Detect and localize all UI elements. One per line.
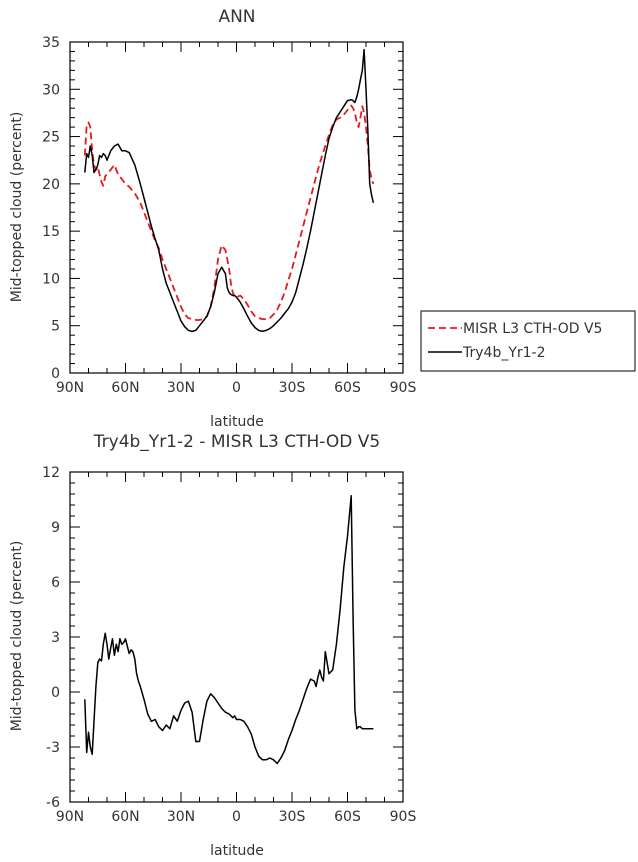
series-line-try4b-yr1-2-misr-l3-cth-od-v5	[84, 495, 374, 765]
chart-title: ANN	[218, 7, 255, 27]
y-tick-label: -6	[46, 795, 60, 811]
x-tick-label: 0	[232, 380, 241, 396]
x-axis-label: latitude	[210, 414, 264, 430]
legend-label-misr: MISR L3 CTH-OD V5	[463, 321, 602, 337]
x-axis-label: latitude	[210, 843, 264, 859]
y-tick-label: 30	[42, 82, 60, 98]
y-tick-label: 3	[51, 630, 60, 646]
x-tick-label: 60S	[334, 809, 361, 825]
y-tick-label: 15	[42, 224, 60, 240]
x-tick-label: 60N	[111, 809, 139, 825]
series-layer	[83, 48, 375, 333]
y-tick-label: 5	[51, 319, 60, 335]
chart-title: Try4b_Yr1-2 - MISR L3 CTH-OD V5	[93, 432, 380, 452]
y-tick-label: 9	[51, 520, 60, 536]
legend-label-model: Try4b_Yr1-2	[462, 345, 546, 361]
series-line-try4b-yr1-2	[84, 48, 375, 333]
legend: MISR L3 CTH-OD V5 Try4b_Yr1-2	[420, 310, 636, 372]
y-axis-label: Mid-topped cloud (percent)	[9, 541, 25, 732]
plot-frame	[69, 471, 404, 803]
y-tick-label: 0	[51, 366, 60, 382]
x-tick-label: 60N	[111, 380, 139, 396]
series-layer	[84, 495, 374, 765]
top-chart: ANN Mid-topped cloud (percent) latitude …	[9, 7, 416, 430]
y-tick-label: 10	[42, 271, 60, 287]
y-tick-label: 20	[42, 177, 60, 193]
y-tick-label: 25	[42, 130, 60, 146]
x-tick-label: 90N	[56, 380, 84, 396]
x-tick-label: 60S	[334, 380, 361, 396]
x-tick-label: 90S	[390, 809, 417, 825]
x-tick-label: 30S	[279, 809, 306, 825]
y-tick-label: 12	[42, 465, 60, 481]
tick-layer: 90N 60N 30N 0 30S 60S 90S -6 -3 0 3 6 9 12	[42, 465, 416, 825]
x-tick-label: 30S	[279, 380, 306, 396]
x-tick-label: 30N	[167, 809, 195, 825]
y-tick-label: -3	[46, 740, 60, 756]
x-tick-label: 30N	[167, 380, 195, 396]
y-tick-label: 6	[51, 575, 60, 591]
tick-layer: 90N 60N 30N 0 30S 60S 90S 0 5 10 15 20 25 30 35	[42, 35, 416, 396]
plot-frame	[69, 41, 404, 374]
x-tick-label: 90N	[56, 809, 84, 825]
y-tick-label: 35	[42, 35, 60, 51]
x-tick-label: 90S	[390, 380, 417, 396]
x-tick-label: 0	[232, 809, 241, 825]
y-axis-label: Mid-topped cloud (percent)	[9, 112, 25, 303]
series-line-misr-l3-cth-od-v5	[83, 104, 375, 321]
y-tick-label: 0	[51, 685, 60, 701]
difference-chart: Try4b_Yr1-2 - MISR L3 CTH-OD V5 Mid-topp…	[9, 432, 416, 859]
legend-box	[420, 310, 636, 372]
